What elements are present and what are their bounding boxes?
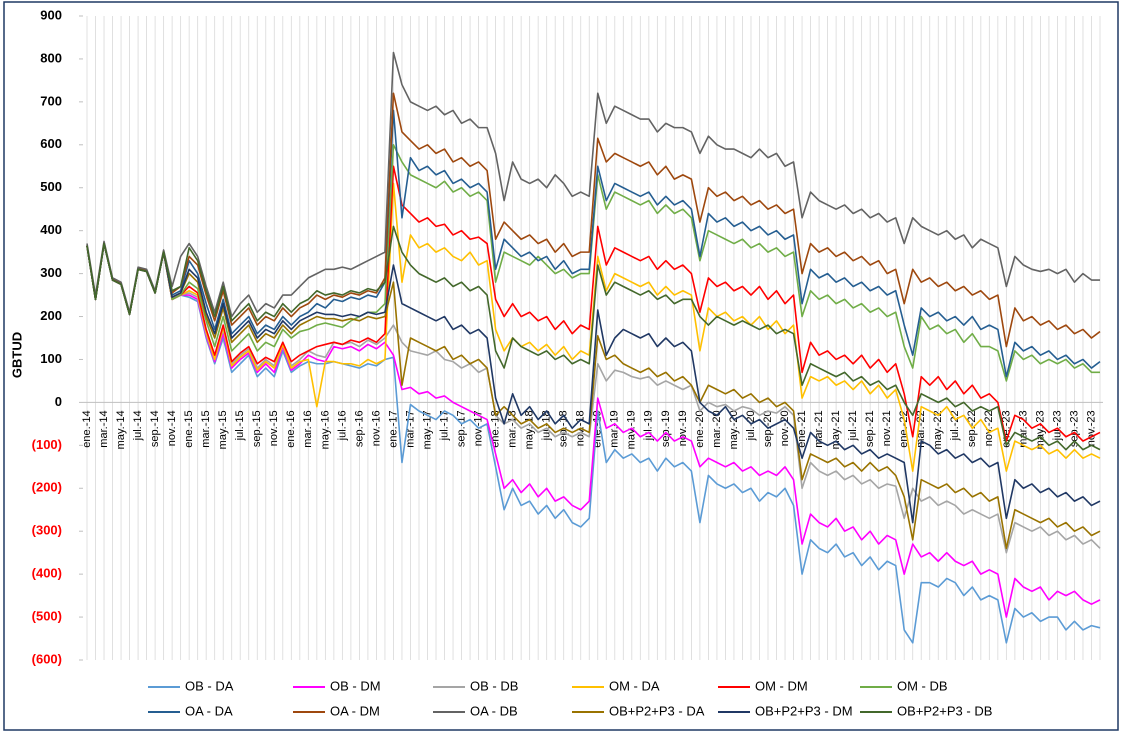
y-tick-label: 200	[40, 308, 62, 323]
x-tick-label: jul.-21	[847, 410, 859, 441]
legend-label: OB - DB	[470, 678, 518, 693]
x-tick-label: ene.-17	[387, 410, 399, 447]
y-tick-label: 500	[40, 179, 62, 194]
x-tick-label: sep.-14	[149, 410, 161, 447]
legend-label: OA - DA	[185, 703, 233, 718]
x-tick-label: ene.-23	[1000, 410, 1012, 447]
x-tick-label: mar.-21	[813, 410, 825, 447]
legend-label: OB+P2+P3 - DM	[755, 703, 853, 718]
x-tick-label: nov.-16	[370, 410, 382, 446]
legend-label: OB - DA	[185, 678, 234, 693]
x-tick-label: may.-16	[319, 410, 331, 449]
x-tick-label: mar.-18	[507, 410, 519, 447]
y-tick-label: 100	[40, 351, 62, 366]
series-line	[86, 51, 1100, 318]
y-tick-label: 300	[40, 265, 62, 280]
x-tick-label: mar.-23	[1017, 410, 1029, 447]
x-tick-label: ene.-21	[796, 410, 808, 447]
x-tick-label: mar.-14	[98, 410, 110, 447]
y-tick-label: 800	[40, 50, 62, 65]
x-tick-label: jul.-22	[949, 410, 961, 441]
x-tick-label: jul.-23	[1051, 410, 1063, 441]
y-axis-label: GBTUD	[9, 332, 24, 378]
y-tick-label: 600	[40, 136, 62, 151]
legend-label: OA - DB	[470, 703, 518, 718]
x-tick-label: may.-22	[932, 410, 944, 449]
x-tick-label: nov.-21	[881, 410, 893, 446]
series-line	[86, 109, 1101, 378]
x-tick-label: sep.-21	[864, 410, 876, 447]
legend-label: OB+P2+P3 - DA	[609, 703, 705, 718]
x-tick-label: nov.-14	[166, 410, 178, 446]
x-tick-label: may.-19	[626, 410, 638, 449]
x-tick-label: mar.-17	[404, 410, 416, 447]
series-line	[86, 165, 1101, 442]
y-tick-label: (600)	[32, 651, 62, 666]
x-tick-label: jul.-17	[438, 410, 450, 441]
x-tick-label: sep.-23	[1068, 410, 1080, 447]
x-tick-label: ene.-16	[285, 410, 297, 447]
x-tick-label: sep.-17	[455, 410, 467, 447]
legend-label: OB+P2+P3 - DB	[897, 703, 992, 718]
x-tick-label: may.-21	[830, 410, 842, 449]
x-tick-label: ene.-15	[183, 410, 195, 447]
x-tick-label: nov.-19	[677, 410, 689, 446]
y-tick-label: 400	[40, 222, 62, 237]
chart-frame	[3, 1, 1119, 731]
series-line	[86, 242, 1101, 618]
x-tick-label: jul.-20	[745, 410, 757, 441]
series-line	[86, 242, 1101, 524]
y-tick-label: (100)	[32, 437, 62, 452]
x-tick-label: may.-23	[1034, 410, 1046, 449]
series-line	[86, 92, 1101, 348]
y-tick-label: (300)	[32, 523, 62, 538]
legend-label: OM - DB	[897, 678, 948, 693]
y-tick-label: 900	[40, 7, 62, 22]
x-tick-label: may.-20	[728, 410, 740, 449]
x-tick-label: nov.-22	[983, 410, 995, 446]
x-tick-label: jul.-18	[541, 410, 553, 441]
x-tick-label: jul.-16	[336, 410, 348, 441]
x-tick-label: mar.-19	[609, 410, 621, 447]
y-tick-label: 0	[55, 394, 62, 409]
x-tick-label: mar.-16	[302, 410, 314, 447]
x-tick-label: mar.-15	[200, 410, 212, 447]
legend-label: OB - DM	[330, 678, 381, 693]
x-tick-label: may.-18	[524, 410, 536, 449]
y-tick-label: (500)	[32, 609, 62, 624]
x-tick-label: ene.-20	[694, 410, 706, 447]
x-tick-label: nov.-20	[779, 410, 791, 446]
series-line	[86, 225, 1101, 451]
series-line	[86, 242, 1101, 554]
legend-label: OM - DM	[755, 678, 808, 693]
x-tick-label: jul.-15	[234, 410, 246, 441]
series-line	[86, 242, 1101, 644]
y-tick-label: (200)	[32, 480, 62, 495]
legend-label: OM - DA	[609, 678, 660, 693]
x-tick-label: sep.-16	[353, 410, 365, 447]
x-tick-label: nov.-15	[268, 410, 280, 446]
y-tick-label: 700	[40, 93, 62, 108]
x-tick-label: sep.-19	[660, 410, 672, 447]
x-tick-label: mar.-20	[711, 410, 723, 447]
x-tick-label: nov.-23	[1085, 410, 1097, 446]
x-tick-label: sep.-15	[251, 410, 263, 447]
x-tick-label: mar.-22	[915, 410, 927, 447]
legend-label: OA - DM	[330, 703, 380, 718]
y-tick-label: (400)	[32, 566, 62, 581]
x-tick-label: jul.-14	[132, 410, 144, 441]
series-line	[86, 242, 1101, 550]
x-tick-label: ene.-14	[81, 410, 93, 447]
x-tick-label: may.-14	[115, 410, 127, 449]
x-tick-label: may.-15	[217, 410, 229, 449]
x-tick-label: may.-17	[421, 410, 433, 449]
